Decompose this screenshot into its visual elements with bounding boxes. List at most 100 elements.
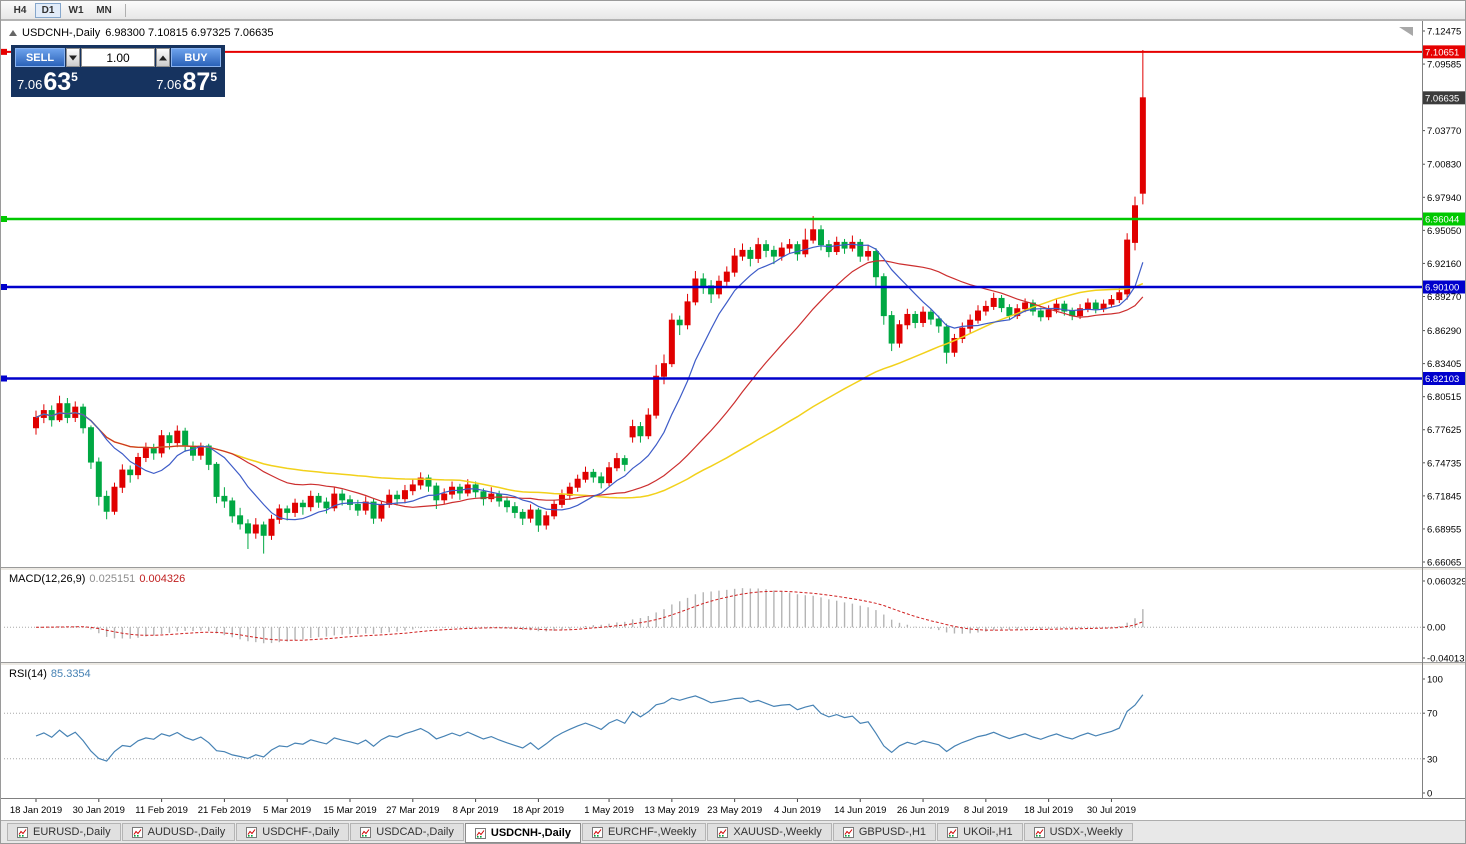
candle [56, 403, 63, 421]
date-tick-label: 4 Jun 2019 [774, 805, 821, 816]
candle [676, 319, 683, 326]
candle [237, 515, 244, 525]
candle [339, 493, 346, 501]
candle [276, 508, 283, 520]
candle [951, 337, 958, 353]
buy-button[interactable]: BUY [171, 48, 221, 67]
candle [731, 255, 738, 273]
candle [292, 502, 299, 513]
volume-increase-button[interactable] [156, 48, 170, 67]
current-price-marker [1422, 91, 1465, 105]
sell-price[interactable]: 7.06 63 5 [17, 70, 78, 95]
date-tick-label: 8 Apr 2019 [453, 805, 499, 816]
candle [606, 467, 613, 484]
candle [504, 500, 510, 508]
chart-tab-usdchf-daily[interactable]: USDCHF-,Daily [236, 823, 350, 841]
pane-splitter[interactable] [1, 662, 1466, 666]
candle [370, 501, 377, 519]
macd-pane[interactable] [4, 588, 1422, 644]
one-click-collapse-icon[interactable] [9, 30, 17, 36]
candle [825, 244, 832, 253]
rsi-scale-label: 70 [1427, 709, 1438, 720]
chart-shift-icon[interactable] [1399, 27, 1413, 36]
macd-scale-label: 0.060329 [1427, 577, 1466, 588]
candle [888, 315, 895, 344]
price-scale[interactable]: 7.12475 7.09585 7.03770 7.00830 6.97940 6.950… [1422, 27, 1461, 569]
price-tick-label: 7.00830 [1427, 160, 1461, 171]
date-tick-label: 1 May 2019 [584, 805, 634, 816]
chart-ohlc-values: 6.98300 7.10815 6.97325 7.06635 [105, 27, 274, 39]
chart-tab-gbpusd-h1[interactable]: GBPUSD-,H1 [832, 823, 937, 841]
price-tick-label: 6.92160 [1427, 259, 1461, 270]
candle [935, 318, 942, 327]
timeframe-button-mn[interactable]: MN [91, 3, 117, 18]
candle [959, 327, 966, 339]
chart-tab-audusd-daily[interactable]: AUDUSD-,Daily [121, 823, 236, 841]
rsi-pane[interactable] [4, 694, 1422, 762]
candle [1045, 309, 1052, 318]
candle [354, 503, 361, 511]
chart-tab-usdcad-daily[interactable]: USDCAD-,Daily [350, 823, 464, 841]
candle [417, 477, 424, 486]
candle [1124, 239, 1131, 295]
candle [692, 278, 699, 303]
buy-price-fraction: 5 [210, 70, 217, 84]
chart-tab-label: EURCHF-,Weekly [607, 826, 697, 838]
timeframe-button-h4[interactable]: H4 [7, 3, 33, 18]
chart-tab-ukoil-h1[interactable]: UKOil-,H1 [937, 823, 1023, 841]
date-tick-label: 5 Mar 2019 [263, 805, 311, 816]
candle [142, 447, 149, 458]
macd-indicator-label: MACD(12,26,9) 0.025151 0.004326 [9, 573, 185, 585]
date-tick-label: 18 Apr 2019 [513, 805, 564, 816]
candle [763, 244, 770, 251]
candle [1092, 302, 1099, 310]
candle [880, 276, 887, 317]
price-tick-label: 6.95050 [1427, 226, 1461, 237]
volume-input[interactable] [81, 48, 155, 67]
chart-tab-eurusd-daily[interactable]: EURUSD-,Daily [7, 823, 121, 841]
date-scale[interactable]: 18 Jan 2019 30 Jan 2019 11 Feb 2019 21 Feb … [10, 798, 1136, 816]
one-click-trading-panel: SELL BUY 7.06 63 5 7.06 87 5 [11, 45, 225, 97]
buy-price-pips: 87 [182, 68, 211, 96]
chart-tab-xauusd-weekly[interactable]: XAUUSD-,Weekly [707, 823, 832, 841]
sell-price-fraction: 5 [71, 70, 78, 84]
candle [1132, 205, 1138, 243]
candle [810, 229, 817, 241]
candle [174, 430, 181, 444]
candle [896, 324, 903, 344]
hline-edge-marker [1, 284, 7, 291]
candle [739, 249, 746, 257]
candle [1022, 302, 1029, 310]
trade-prices-row: 7.06 63 5 7.06 87 5 [15, 67, 221, 95]
candle [378, 503, 385, 519]
price-tick-label: 7.12475 [1427, 27, 1461, 38]
main-price-pane[interactable] [33, 49, 1146, 554]
candle [394, 494, 401, 500]
timeframe-button-w1[interactable]: W1 [63, 3, 89, 18]
pane-splitter[interactable] [1, 567, 1466, 571]
trade-controls-row: SELL BUY [15, 48, 221, 67]
candle [621, 458, 628, 465]
timeframe-button-d1[interactable]: D1 [35, 2, 61, 18]
chart-icon [246, 826, 258, 838]
sell-button[interactable]: SELL [15, 48, 65, 67]
candle [543, 515, 550, 526]
candle [755, 244, 762, 259]
candle [103, 495, 110, 512]
price-tick-label: 6.97940 [1427, 193, 1461, 204]
candle [747, 249, 754, 259]
volume-decrease-button[interactable] [66, 48, 80, 67]
timeframe-toolbar: H4 D1 W1 MN [1, 1, 1465, 20]
chart-tab-eurchf-weekly[interactable]: EURCHF-,Weekly [581, 823, 707, 841]
buy-price[interactable]: 7.06 87 5 [156, 68, 217, 96]
chart-tab-usdcnh-daily[interactable]: USDCNH-,Daily [464, 823, 581, 843]
candle [723, 271, 730, 282]
chart-tab-usdx-weekly[interactable]: USDX-,Weekly [1023, 823, 1133, 841]
chart-tab-label: USDCNH-,Daily [490, 827, 571, 839]
candle [912, 313, 919, 323]
candle [229, 500, 236, 517]
date-tick-label: 27 Mar 2019 [386, 805, 439, 816]
chart-title: USDCNH-,Daily 6.98300 7.10815 6.97325 7.… [9, 27, 273, 39]
